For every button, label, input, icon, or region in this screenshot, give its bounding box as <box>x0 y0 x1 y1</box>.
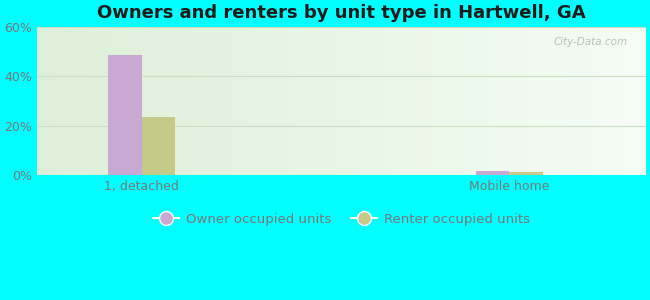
Bar <box>142 117 176 176</box>
Text: City-Data.com: City-Data.com <box>553 37 627 47</box>
Bar <box>476 171 510 175</box>
Bar <box>510 172 543 176</box>
Bar <box>109 55 142 176</box>
Legend: Owner occupied units, Renter occupied units: Owner occupied units, Renter occupied un… <box>148 208 535 231</box>
Title: Owners and renters by unit type in Hartwell, GA: Owners and renters by unit type in Hartw… <box>97 4 586 22</box>
